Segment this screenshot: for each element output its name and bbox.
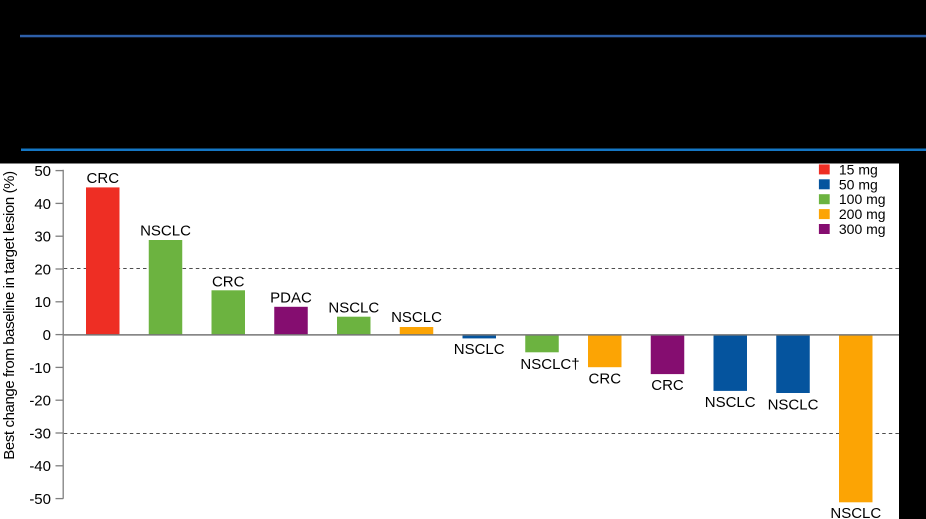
svg-text:CRC: CRC: [589, 370, 622, 387]
svg-text:NSCLC: NSCLC: [768, 396, 819, 413]
svg-text:50: 50: [34, 163, 51, 180]
svg-text:10: 10: [34, 294, 51, 311]
svg-text:300 mg: 300 mg: [839, 221, 886, 237]
svg-text:20: 20: [34, 261, 51, 278]
svg-text:PDAC: PDAC: [270, 290, 312, 307]
svg-text:-30: -30: [29, 425, 51, 442]
svg-text:50 mg: 50 mg: [839, 176, 878, 192]
svg-text:NSCLC: NSCLC: [328, 299, 379, 316]
svg-text:200 mg: 200 mg: [839, 206, 886, 222]
svg-text:NSCLC: NSCLC: [454, 341, 505, 358]
svg-text:NSCLC: NSCLC: [705, 394, 756, 411]
svg-text:0: 0: [43, 327, 51, 344]
svg-text:CRC: CRC: [212, 274, 245, 291]
svg-text:100 mg: 100 mg: [839, 191, 886, 207]
svg-text:CRC: CRC: [87, 170, 120, 187]
svg-text:CRC: CRC: [651, 377, 684, 394]
svg-text:NSCLC: NSCLC: [830, 505, 881, 519]
svg-text:-50: -50: [29, 491, 51, 508]
svg-text:-10: -10: [29, 360, 51, 377]
svg-text:15 mg: 15 mg: [839, 161, 878, 177]
svg-text:40: 40: [34, 196, 51, 213]
svg-text:NSCLC: NSCLC: [140, 222, 191, 239]
svg-text:Best change from baseline in t: Best change from baseline in target lesi…: [1, 171, 18, 460]
svg-text:NSCLC: NSCLC: [391, 309, 442, 326]
svg-text:-40: -40: [29, 458, 51, 475]
svg-text:-20: -20: [29, 393, 51, 410]
svg-text:NSCLC†: NSCLC†: [520, 356, 579, 373]
svg-text:30: 30: [34, 229, 51, 246]
